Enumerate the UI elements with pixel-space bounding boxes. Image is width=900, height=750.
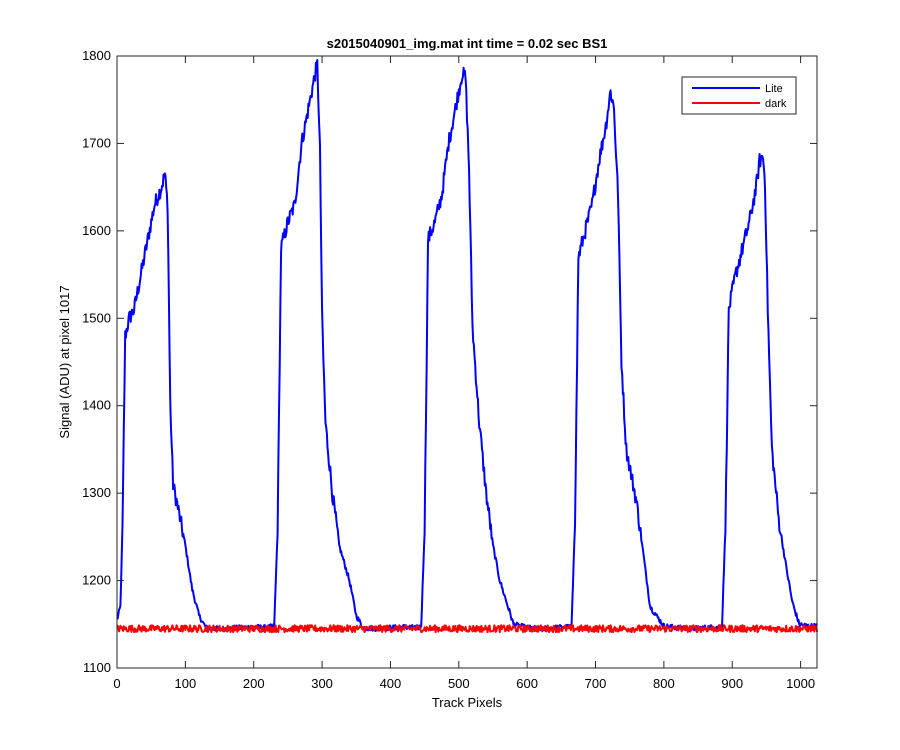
- y-tick-label: 1500: [82, 310, 111, 325]
- legend-label-lite: Lite: [765, 83, 783, 95]
- y-tick-label: 1300: [82, 485, 111, 500]
- x-tick-label: 800: [653, 676, 675, 691]
- x-axis: 0 100 200 300 400 500 600 700 800 900 1000: [113, 56, 815, 691]
- plot-background: [117, 56, 817, 668]
- x-tick-label: 1000: [786, 676, 815, 691]
- y-axis-label: Signal (ADU) at pixel 1017: [57, 285, 72, 438]
- series-layer: [116, 59, 818, 634]
- x-tick-label: 600: [516, 676, 538, 691]
- y-tick-label: 1800: [82, 48, 111, 63]
- legend-box: [681, 76, 797, 115]
- x-tick-label: 0: [113, 676, 120, 691]
- x-tick-label: 100: [175, 676, 197, 691]
- axes-box: [116, 55, 818, 669]
- y-tick-label: 1700: [82, 135, 111, 150]
- x-tick-label: 500: [448, 676, 470, 691]
- chart-title: s2015040901_img.mat int time = 0.02 sec …: [327, 36, 608, 51]
- x-tick-label: 200: [243, 676, 265, 691]
- legend-label-dark: dark: [765, 98, 787, 110]
- y-tick-label: 1600: [82, 223, 111, 238]
- x-tick-label: 700: [585, 676, 607, 691]
- plot-area: [116, 55, 818, 669]
- x-axis-label: Track Pixels: [432, 695, 503, 710]
- legend: Lite dark: [681, 76, 797, 115]
- x-tick-label: 300: [311, 676, 333, 691]
- x-tick-label: 400: [380, 676, 402, 691]
- y-tick-label: 1100: [83, 660, 111, 675]
- y-tick-label: 1200: [82, 573, 111, 588]
- y-tick-label: 1400: [82, 398, 111, 413]
- series-line-dark: [116, 624, 818, 634]
- y-axis: 1100 1200 1300 1400 1500 1600 1700 1800: [82, 48, 817, 675]
- x-tick-label: 900: [721, 676, 743, 691]
